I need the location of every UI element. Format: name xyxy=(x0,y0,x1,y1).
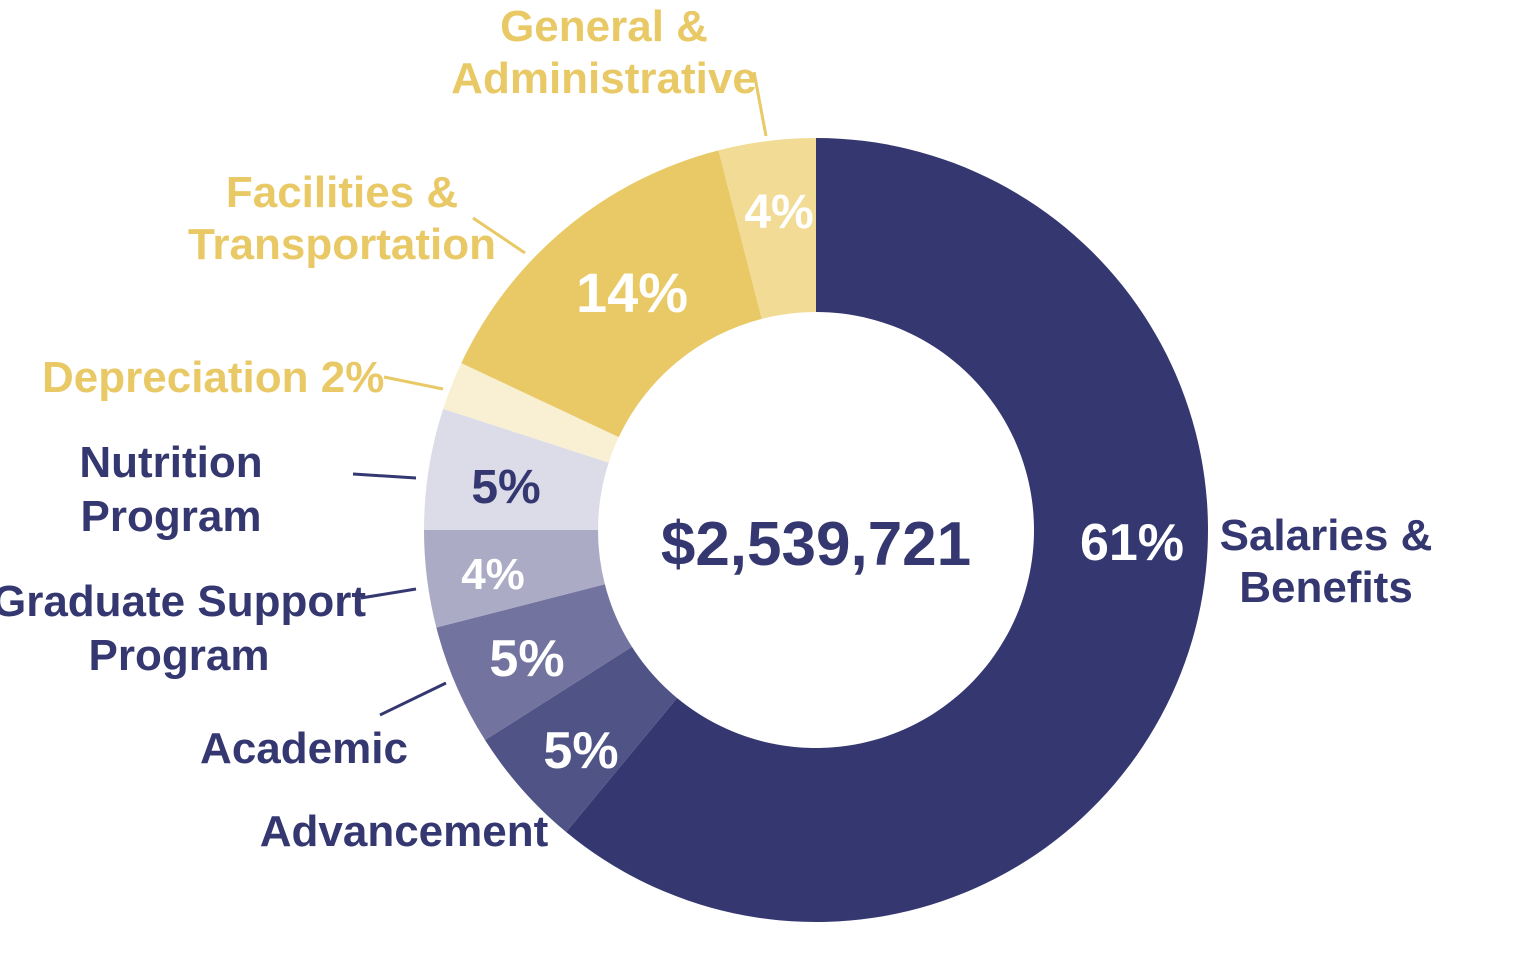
total-amount: $2,539,721 xyxy=(661,510,971,579)
category-label-line: Depreciation 2% xyxy=(42,353,384,402)
slice-graduate-support-program xyxy=(424,530,605,628)
pct-label: 5% xyxy=(471,461,540,514)
category-label-line: Advancement xyxy=(260,807,549,856)
slice-advancement xyxy=(485,646,678,833)
slice-general-administrative xyxy=(718,138,816,319)
category-label-line: General & xyxy=(500,2,708,51)
category-label-line: Graduate Support xyxy=(0,577,366,626)
category-label-line: Academic xyxy=(200,724,408,773)
category-label: Salaries & Benefits xyxy=(1220,511,1433,612)
category-label: Depreciation 2% xyxy=(42,353,384,402)
leader-line xyxy=(383,375,444,391)
leader-line xyxy=(379,681,447,717)
category-label-line: Benefits xyxy=(1239,563,1413,612)
slice-salaries-benefits xyxy=(566,138,1208,922)
pct-label: 5% xyxy=(489,630,564,688)
category-label-line: Nutrition xyxy=(79,438,262,487)
category-label-line: Salaries & xyxy=(1220,511,1433,560)
category-label-line: Administrative xyxy=(451,54,757,103)
leader-line xyxy=(360,587,417,600)
category-label-line: Program xyxy=(89,631,270,680)
pct-label: 61% xyxy=(1080,514,1184,572)
category-label: Nutrition Program xyxy=(79,438,262,541)
category-label-line: Transportation xyxy=(188,220,496,269)
leader-lines xyxy=(352,71,768,717)
category-label: General & Administrative xyxy=(451,2,757,103)
donut-slices xyxy=(424,138,1208,922)
leader-line xyxy=(352,472,417,480)
category-label-line: Program xyxy=(81,492,262,541)
leader-line xyxy=(752,71,768,137)
category-labels: Salaries & Benefits Advancement Academic Gra… xyxy=(0,2,1432,856)
category-label: Graduate Support Program xyxy=(0,577,366,680)
percent-labels: 61% 5% 5% 4% 5% 14% 4% xyxy=(461,186,1184,780)
category-label: Advancement xyxy=(260,807,549,856)
leader-line xyxy=(472,216,526,255)
pct-label: 4% xyxy=(744,186,813,239)
pct-label: 14% xyxy=(576,261,688,324)
pct-label: 5% xyxy=(543,722,618,780)
slice-nutrition-program xyxy=(424,408,609,530)
category-label: Facilities & Transportation xyxy=(188,168,496,269)
pct-label: 4% xyxy=(461,550,525,599)
category-label-line: Facilities & xyxy=(226,168,458,217)
slice-facilities-transportation xyxy=(461,150,762,438)
slice-depreciation xyxy=(443,363,619,463)
slice-academic xyxy=(436,584,632,741)
category-label: Academic xyxy=(200,724,408,773)
